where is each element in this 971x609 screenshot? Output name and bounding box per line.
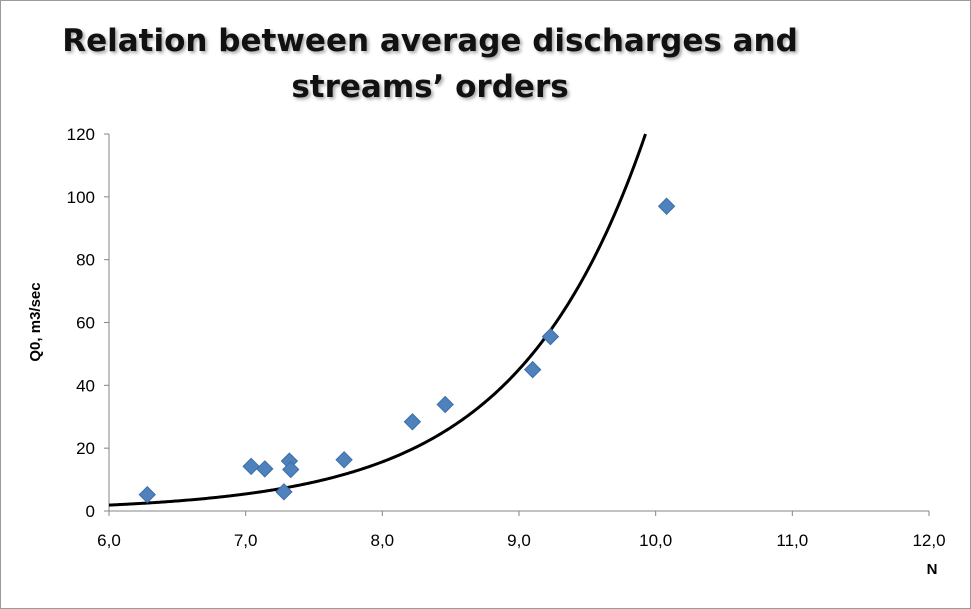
data-point-diamond: [256, 460, 274, 478]
y-tick-label: 40: [76, 376, 95, 395]
chart-title: Relation between average discharges and …: [60, 18, 800, 110]
data-point-diamond: [275, 483, 293, 501]
y-axis-title: Q0, m3/sec: [27, 282, 44, 361]
y-tick-label: 0: [86, 502, 95, 521]
data-point-diamond: [242, 457, 260, 476]
data-point-diamond: [436, 395, 454, 414]
trendline-curve: [108, 133, 647, 507]
chart-title-line-2: streams’ orders: [291, 69, 569, 105]
data-point-diamond: [657, 197, 676, 215]
data-point-diamond: [523, 360, 542, 379]
y-axis: 0 20 40 60 80 100 120: [67, 125, 110, 521]
x-tick-label: 8,0: [371, 531, 395, 550]
x-tick-label: 7,0: [234, 531, 258, 550]
x-tick-label: 10,0: [639, 531, 672, 550]
data-points: [138, 197, 676, 504]
data-point-diamond: [282, 460, 300, 479]
y-tick-label: 100: [67, 188, 95, 207]
y-tick-label: 20: [76, 439, 95, 458]
x-tick-label: 11,0: [776, 531, 808, 550]
y-tick-label: 60: [76, 314, 95, 333]
chart-title-line-1: Relation between average discharges and: [62, 23, 798, 59]
y-tick-label: 80: [76, 251, 95, 270]
data-point-diamond: [541, 327, 560, 346]
x-axis: 6,0 7,0 8,0 9,0 10,0 11,0 12,0: [97, 510, 946, 550]
x-tick-label: 9,0: [507, 531, 531, 550]
x-tick-label: 12,0: [912, 531, 945, 550]
trendline-group: [108, 133, 647, 507]
x-axis-title: N: [927, 561, 938, 578]
data-point-diamond: [403, 413, 422, 431]
data-point-diamond: [138, 485, 156, 504]
y-tick-label: 120: [67, 125, 95, 144]
data-point-diamond: [335, 451, 353, 469]
x-tick-label: 6,0: [97, 531, 121, 550]
